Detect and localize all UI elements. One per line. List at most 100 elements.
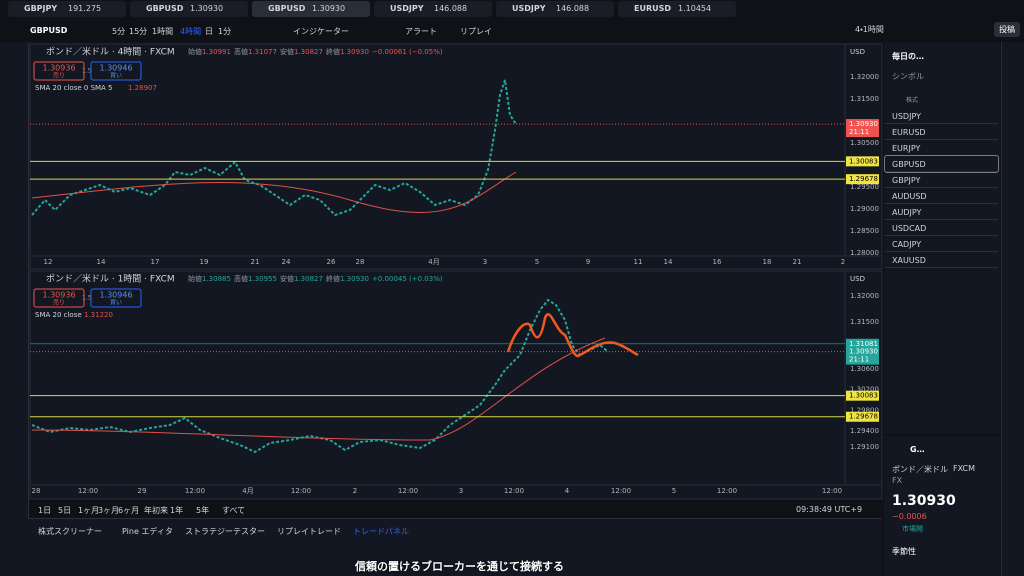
buy-price: 1.30946 [99,291,132,300]
buy-label: 買い [110,300,122,307]
interval-button[interactable]: 日 [205,27,213,36]
watchlist-panel [884,42,1000,434]
buy-button [90,288,142,308]
price-candles [31,79,517,217]
bottom-tab[interactable]: リプレイトレード [277,527,341,536]
tab[interactable] [618,1,736,17]
level-price: 1.30083 [849,392,878,400]
watchlist-row[interactable] [885,172,998,188]
range-button[interactable]: 1年 [170,506,184,515]
last-price: 1.30930 [849,120,878,128]
interval-button[interactable]: 1時間 [152,27,174,36]
time-tick: 18 [763,258,772,266]
alert-button[interactable]: アラート [405,27,437,36]
tab[interactable] [252,1,370,17]
price-tick: 1.29400 [850,427,879,435]
time-tick: 12:00 [611,487,631,495]
ohlc-label: 始値 [188,274,202,283]
price-tick: 1.31500 [850,95,879,103]
replay-button[interactable]: リプレイ [460,27,492,36]
subtitle: 信頼の置けるブローカーを通じて接続する [355,560,564,573]
watchlist-row[interactable] [885,188,998,204]
watchlist-row[interactable] [885,252,998,268]
tab[interactable] [8,1,126,17]
detail-name: ポンド／米ドル [892,465,948,474]
watchlist-row[interactable] [885,108,998,124]
price-candles [31,298,609,454]
tab-symbol: GBPJPY [24,4,58,13]
bottom-tab[interactable]: Pine エディタ [122,527,173,536]
chart-title: ポンド／米ドル · 1時間 · FXCM [46,273,175,285]
range-button[interactable]: すべて [222,506,246,515]
sma-line [31,171,517,213]
watchlist-symbol: EURJPY [892,144,921,153]
watchlist-title[interactable]: 毎日の… [892,52,924,61]
time-tick: 29 [138,487,147,495]
time-tick: 12 [44,258,53,266]
level-price: 1.30083 [849,157,878,165]
interval-button[interactable]: 4時間 [180,27,202,36]
right-icon-bar [1001,42,1024,576]
detail-panel [884,436,1000,576]
watchlist-symbol: XAUUSD [892,256,926,265]
tab-symbol: GBPUSD [146,4,184,13]
price-tick: 1.30200 [850,386,879,394]
range-button[interactable]: 5日 [58,506,72,515]
section-header: 株式 [906,97,919,104]
watchlist-row[interactable] [885,236,998,252]
level-price: 1.29678 [849,175,878,183]
buy-label: 買い [110,73,122,80]
time-tick: 2 [841,258,845,266]
tab[interactable] [496,1,614,17]
range-button[interactable]: 6ヶ月 [118,506,140,515]
time-tick: 14 [664,258,673,266]
price-tick: 1.28000 [850,249,879,257]
time-tick: 12:00 [822,487,842,495]
bottom-tab[interactable]: トレードパネル [353,527,409,536]
range-button[interactable]: 3ヶ月 [98,506,120,515]
interval-button[interactable]: 15分 [129,27,148,36]
ohlc-label: 終値 [326,47,340,56]
range-button[interactable]: 1日 [38,506,52,515]
range-button[interactable]: 1ヶ月 [78,506,100,515]
ohlc-value: 1.30930 [340,275,369,283]
range-button[interactable]: 年初来 [144,506,168,515]
price-tick: 1.29100 [850,443,879,451]
price-tick: 1.31500 [850,318,879,326]
marker-price: 1.31081 [849,340,878,348]
ohlc-change: +0.00045 (+0.03%) [372,275,443,283]
sell-label: 売り [53,72,65,80]
chart-pane-bottom [29,270,883,500]
tab[interactable] [374,1,492,17]
tab-price: 1.10454 [678,4,712,13]
ohlc-value: 1.30930 [340,48,369,56]
layout-button[interactable]: 4・1時間 [855,25,884,34]
buy-button [90,61,142,81]
watchlist-row[interactable] [884,155,999,173]
tab[interactable] [130,1,248,17]
bottom-tab[interactable]: 株式スクリーナー [38,527,102,536]
time-tick: 16 [713,258,722,266]
tab-price: 146.088 [556,4,590,13]
ohlc-value: 1.30885 [202,275,231,283]
bottom-bar [28,518,882,576]
watchlist-row[interactable] [885,124,998,140]
publish-button[interactable]: 投稿 [994,22,1020,37]
watchlist-row[interactable] [885,220,998,236]
watchlist-row[interactable] [885,140,998,156]
toolbar-symbol[interactable]: GBPUSD [30,26,68,35]
range-button[interactable]: 5年 [196,506,210,515]
indicators-button[interactable]: インジケーター [293,27,349,36]
sell-label: 売り [53,299,65,307]
watchlist-symbol: AUDJPY [892,208,922,217]
tab-price: 1.30930 [190,4,224,13]
interval-button[interactable]: 5分 [112,27,126,36]
bottom-tab[interactable]: ストラテジーテスター [185,527,265,536]
time-tick: 14 [97,258,106,266]
watchlist-row[interactable] [885,204,998,220]
interval-button[interactable]: 1分 [218,27,232,36]
level-tag [846,174,879,185]
time-tick: 5 [672,487,676,495]
